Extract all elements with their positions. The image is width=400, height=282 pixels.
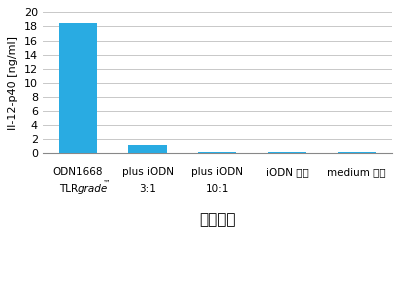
Text: 10:1: 10:1 (206, 184, 229, 194)
Text: ™: ™ (103, 179, 110, 188)
Text: iODN のみ: iODN のみ (266, 168, 308, 177)
Text: plus iODN: plus iODN (122, 168, 174, 177)
Bar (268, 152, 306, 153)
Text: ODN1668: ODN1668 (52, 168, 103, 177)
Text: 3:1: 3:1 (139, 184, 156, 194)
Y-axis label: Il-12-p40 [ng/ml]: Il-12-p40 [ng/ml] (8, 36, 18, 130)
Bar (58, 23, 97, 153)
Text: TLR: TLR (59, 184, 78, 194)
Text: サンプル: サンプル (199, 213, 236, 228)
Text: plus iODN: plus iODN (191, 168, 243, 177)
Text: grade: grade (78, 184, 108, 194)
Bar (338, 152, 376, 153)
Text: medium のみ: medium のみ (328, 168, 386, 177)
Bar (198, 152, 236, 153)
Bar (128, 145, 167, 153)
